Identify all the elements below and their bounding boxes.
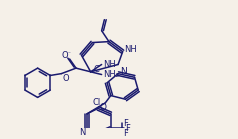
Text: NH₂: NH₂ — [104, 70, 119, 79]
Text: NH: NH — [104, 60, 116, 69]
Text: F: F — [124, 119, 129, 127]
Text: O: O — [99, 103, 106, 112]
Text: O: O — [62, 51, 68, 60]
Text: C: C — [93, 65, 99, 75]
Text: NH: NH — [124, 45, 137, 54]
Text: O: O — [62, 74, 69, 83]
Text: N: N — [79, 128, 85, 137]
Text: F: F — [124, 129, 129, 138]
Text: ⁻: ⁻ — [67, 52, 70, 57]
Text: F: F — [125, 124, 130, 133]
Text: N: N — [120, 67, 127, 76]
Text: Cl: Cl — [92, 98, 100, 107]
